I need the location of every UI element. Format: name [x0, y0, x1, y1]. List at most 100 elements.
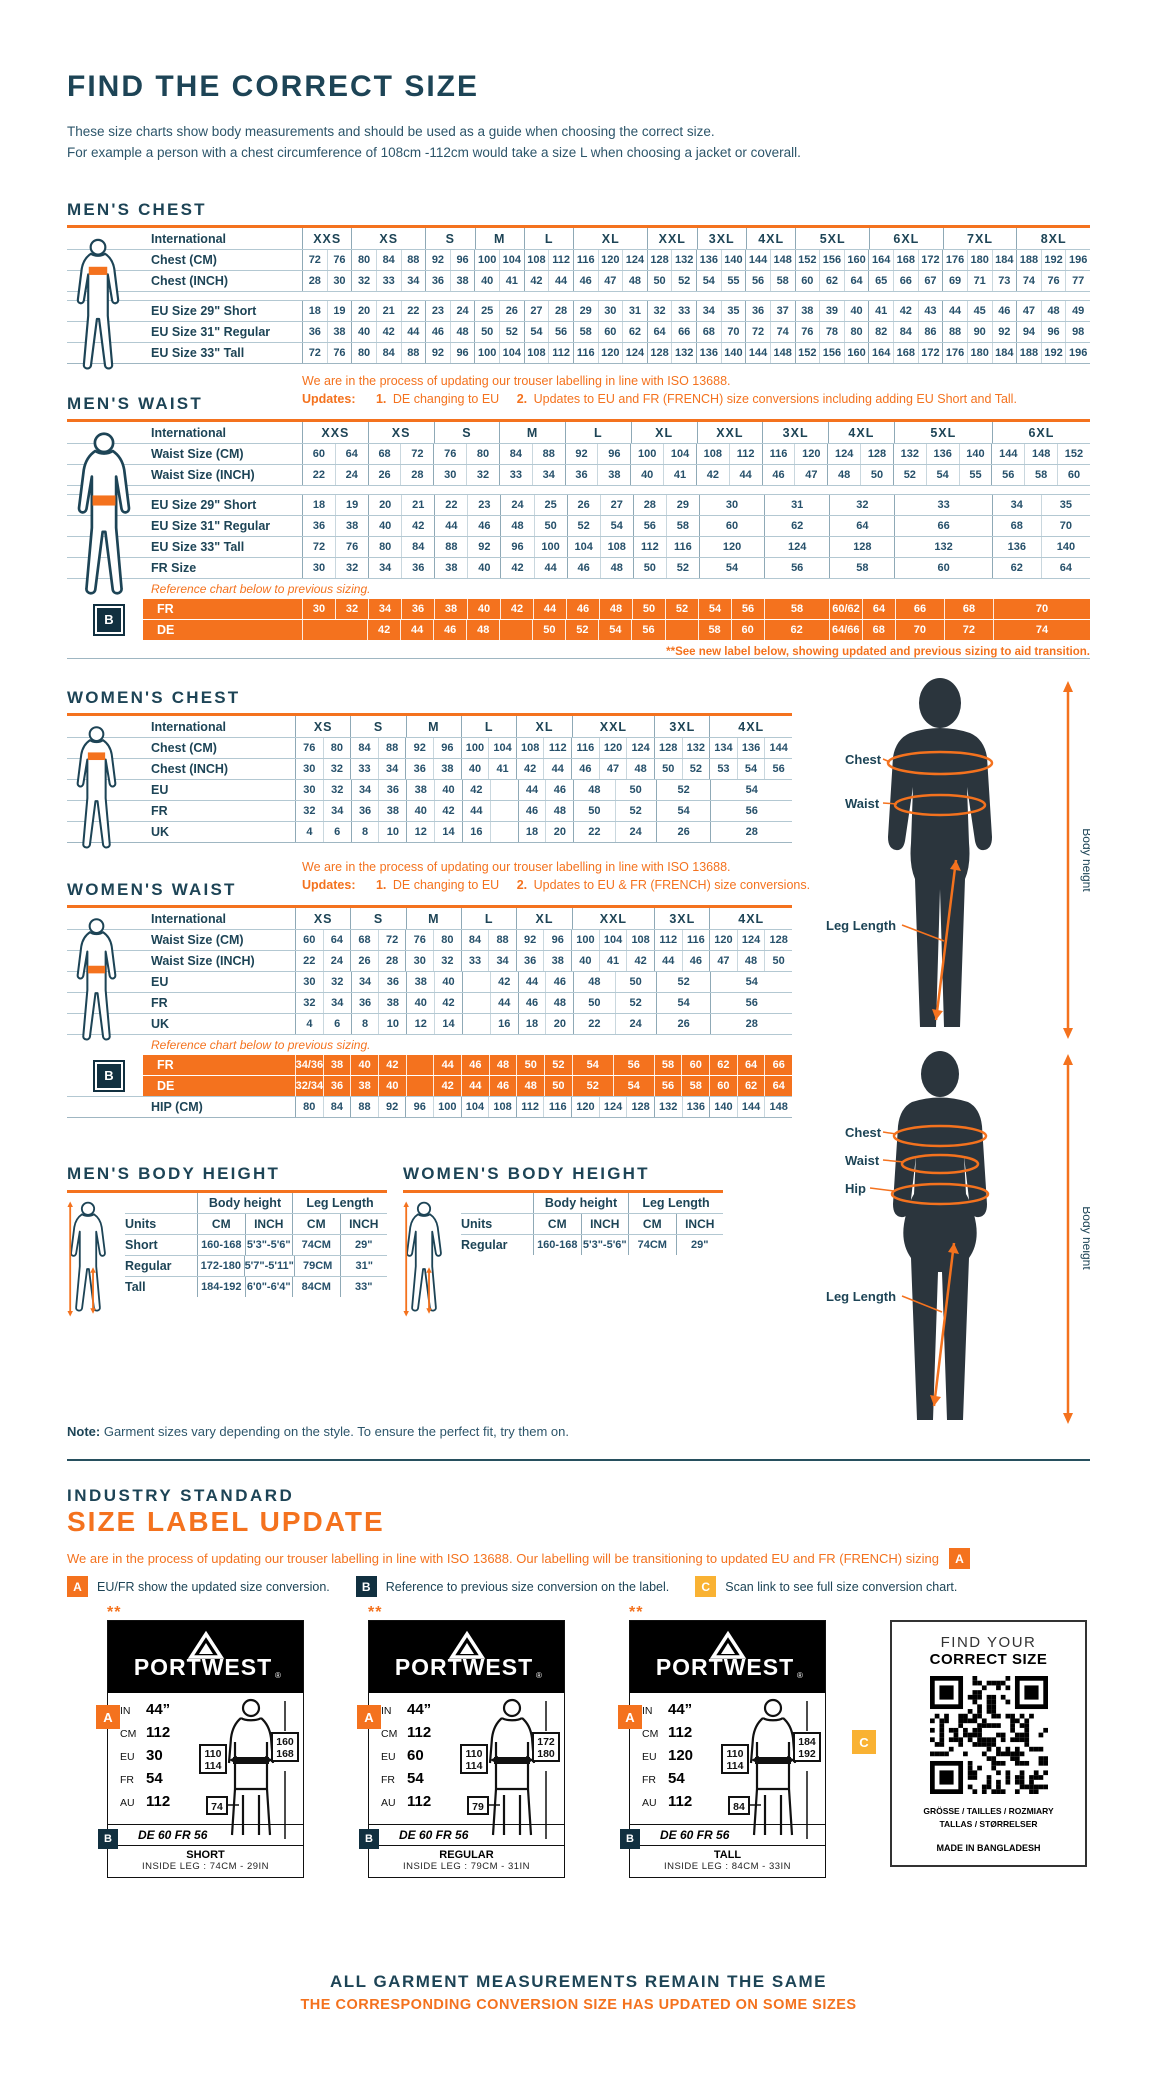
size-cell: 84 — [460, 930, 489, 950]
size-cell: 70 — [894, 620, 944, 640]
height-cell: 5'3"-5'6" — [244, 1235, 293, 1255]
size-cell: 44 — [461, 1076, 489, 1096]
size-cell: 68 — [944, 599, 993, 619]
size-cell: 124 — [736, 930, 765, 950]
size-cell: 108 — [488, 1097, 516, 1117]
waist-figure-icon — [77, 432, 131, 595]
size-group-label: XXL — [647, 228, 696, 249]
svg-text:PORTWEST: PORTWEST — [655, 1654, 793, 1680]
size-cell: 104 — [598, 930, 627, 950]
height-cell: 29" — [339, 1235, 388, 1255]
size-value: 30 — [146, 1747, 163, 1764]
size-cell: 44 — [517, 780, 546, 800]
size-cell: 48 — [545, 801, 573, 821]
size-cell: 66 — [671, 322, 696, 342]
size-cell: 8 — [350, 1014, 379, 1034]
size-cell: 10 — [378, 1014, 406, 1034]
size-cell: 30 — [597, 301, 623, 321]
size-cell: 47 — [597, 271, 623, 291]
label-cards-row: ** PORTWEST ® IN 44” CM 112 EU 30 FR 54 AU 112 110 114… — [67, 1604, 1087, 1878]
size-cell: 48 — [449, 322, 475, 342]
size-cell: 40 — [571, 951, 599, 971]
legend-row: A EU/FR show the updated size conversion… — [67, 1576, 957, 1597]
size-cell: 44 — [400, 620, 433, 640]
size-cell: 42 — [489, 972, 518, 992]
size-cell: 30 — [302, 599, 335, 619]
size-cell: 46 — [517, 993, 546, 1013]
size-cell: 50 — [632, 558, 666, 578]
row-label: FR — [157, 1058, 174, 1072]
size-row: AU 112 — [642, 1793, 693, 1816]
waist-figure — [73, 918, 120, 1051]
size-value: 44” — [407, 1701, 432, 1718]
table-row: EU Size 33" Tall 72 76 80 84 88 92 96 100 104 108 1… — [67, 536, 1090, 557]
size-cell: 156 — [819, 250, 844, 270]
size-cell: 36 — [745, 301, 770, 321]
size-cell: 120 — [597, 343, 623, 363]
size-cell: 92 — [515, 930, 544, 950]
size-cell: 24 — [614, 1014, 656, 1034]
height-group-label: Body height — [533, 1193, 628, 1213]
unit-cell: CM — [197, 1214, 245, 1234]
size-cell: 22 — [302, 465, 335, 485]
size-cell: 104 — [460, 1097, 489, 1117]
size-cell: 68 — [350, 930, 378, 950]
size-cell: 58 — [829, 558, 894, 578]
qr-code-icon — [929, 1676, 1048, 1794]
size-cell: 76 — [794, 322, 820, 342]
table-row: FR Size 30 32 34 36 38 40 42 44 46 48 50 52 54 56 58 60 6… — [67, 557, 1090, 578]
section-mens-chest: MEN'S CHEST International XXS XS S M L XL XXL 3X… — [67, 196, 1090, 370]
table-row: UK 4 6 8 10 12 14 16 18 20 22 24 26 28 — [67, 1013, 792, 1034]
waist-figure — [73, 432, 135, 607]
size-cell: 45 — [966, 301, 992, 321]
size-cell — [499, 620, 532, 640]
size-cell: 36 — [405, 759, 433, 779]
size-cell: 92 — [425, 250, 450, 270]
size-cell: 132 — [681, 738, 710, 758]
size-row: EU 60 — [381, 1747, 431, 1770]
svg-text:®: ® — [797, 1671, 803, 1680]
size-cell: 60 — [295, 930, 323, 950]
chest-figure-icon — [76, 726, 117, 849]
size-cell: 14 — [434, 822, 462, 842]
size-group-label: 6XL — [869, 228, 943, 249]
size-cell: 50 — [516, 1055, 544, 1075]
size-cell: 64 — [736, 1055, 765, 1075]
size-cell — [461, 972, 490, 992]
size-cell: 30 — [433, 465, 466, 485]
size-cell: 100 — [474, 250, 499, 270]
size-cell: 116 — [665, 537, 699, 557]
size-cell: 30 — [295, 759, 323, 779]
size-group-label: 6XL — [991, 422, 1090, 443]
badge-b-icon: B — [359, 1829, 379, 1849]
unit-cell: INCH — [675, 1214, 724, 1234]
size-cell: 36 — [378, 972, 406, 992]
row-label: UK — [151, 825, 170, 839]
size-cell: 188 — [1016, 343, 1041, 363]
size-cell: 48 — [500, 516, 533, 536]
size-group-label: M — [405, 716, 461, 737]
row-label: EU Size 31" Regular — [151, 325, 271, 339]
size-cell: 64 — [322, 930, 351, 950]
size-cell: 60 — [302, 444, 335, 464]
size-cell: 19 — [326, 301, 352, 321]
size-cell: 46 — [761, 465, 795, 485]
size-cell: 26 — [367, 465, 401, 485]
size-cell: 88 — [531, 444, 565, 464]
size-cell: 184 — [991, 343, 1017, 363]
size-cell: 32 — [433, 951, 461, 971]
garment-note: Note: Garment sizes vary depending on th… — [67, 1424, 569, 1439]
size-cell: 54 — [698, 558, 764, 578]
label-card-body: IN 44” CM 112 EU 60 FR 54 AU 112 110 114 172 180 79 DE … — [369, 1693, 564, 1845]
size-cell: 52 — [614, 993, 656, 1013]
brand-logo: PORTWEST ® — [108, 1621, 303, 1693]
size-cell: 160 — [843, 343, 869, 363]
langs-line-1: GRÖSSE / TAILLES / ROZMIARY — [923, 1806, 1054, 1816]
womens-waist-table: International XS S M L XL XXL 3XL 4XL Waist Size … — [67, 905, 792, 1118]
size-cell: 100 — [460, 738, 489, 758]
legend-item-c: C Scan link to see full size conversion … — [695, 1576, 957, 1597]
size-cell: 90 — [966, 322, 992, 342]
size-cell: 60 — [1057, 465, 1090, 485]
womens-chest-table: International XS S M L XL XXL 3XL 4XL Chest (CM) 7… — [67, 713, 792, 849]
